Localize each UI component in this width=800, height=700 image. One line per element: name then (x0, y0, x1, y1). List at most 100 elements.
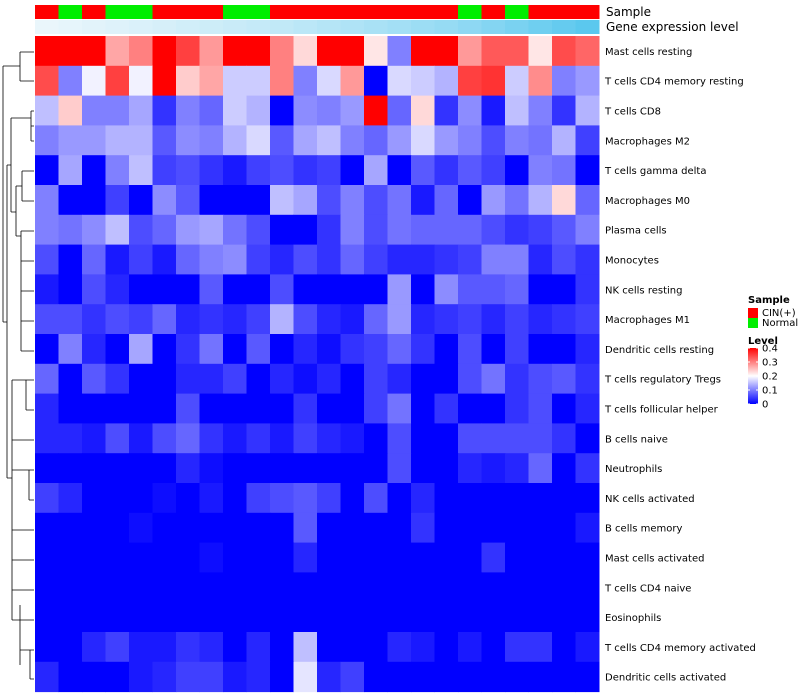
heatmap-cell (575, 483, 600, 514)
heatmap-cell (552, 483, 576, 514)
heatmap-cell (458, 65, 482, 97)
heatmap-cell (481, 125, 506, 156)
heatmap-cell (340, 214, 365, 246)
heatmap-cell (387, 423, 412, 454)
heatmap-cell (575, 36, 600, 67)
heatmap-cell (575, 155, 600, 186)
heatmap-cell (411, 453, 435, 484)
heatmap-cell (58, 602, 83, 633)
heatmap-cell (35, 185, 59, 216)
heatmap-cell (105, 95, 130, 126)
heatmap-cell (481, 334, 506, 365)
sample-annotation-cell (364, 5, 388, 19)
heatmap-cell (434, 65, 459, 97)
heatmap-cell (528, 632, 553, 663)
heatmap-cell (411, 304, 435, 335)
sample-annotation-cell (481, 5, 506, 19)
expression-level-annotation-cell (481, 20, 506, 34)
heatmap-cell (270, 483, 294, 514)
heatmap-cell (105, 453, 130, 484)
expression-level-annotation-cell (105, 20, 130, 34)
heatmap-cell (223, 512, 247, 544)
heatmap-cell (411, 632, 435, 663)
heatmap-cell (105, 155, 130, 186)
heatmap-cell (270, 661, 294, 693)
heatmap-cell (270, 572, 294, 603)
sample-annotation-cell (552, 5, 576, 19)
heatmap-cell (35, 572, 59, 603)
heatmap-cell (105, 542, 130, 573)
heatmap-cell (293, 304, 318, 335)
heatmap-cell (434, 155, 459, 186)
heatmap-cell (505, 512, 529, 544)
heatmap-cell (223, 155, 247, 186)
expression-level-annotation-cell (387, 20, 412, 34)
heatmap-cell (223, 423, 247, 454)
heatmap-cell (387, 214, 412, 246)
heatmap-cell (364, 214, 388, 246)
heatmap-cell (505, 423, 529, 454)
heatmap-cell (199, 661, 224, 693)
heatmap-cell (505, 125, 529, 156)
heatmap-cell (505, 95, 529, 126)
heatmap-cell (270, 244, 294, 275)
row-label: T cells follicular helper (604, 405, 719, 416)
heatmap-cell (411, 393, 435, 424)
level-legend-tick-label: 0.1 (762, 386, 778, 397)
heatmap-cell (434, 572, 459, 603)
heatmap-cell (528, 512, 553, 544)
heatmap-cell (270, 423, 294, 454)
heatmap-cell (458, 125, 482, 156)
heatmap-cell (458, 423, 482, 454)
heatmap-cell (411, 214, 435, 246)
heatmap-cell (199, 185, 224, 216)
heatmap-cell (411, 363, 435, 395)
heatmap-cell (528, 214, 553, 246)
heatmap-cell (458, 393, 482, 424)
heatmap-cell (152, 65, 177, 97)
row-label: Neutrophils (605, 464, 662, 475)
heatmap-cell (387, 274, 412, 305)
heatmap-cell (199, 214, 224, 246)
row-label: Macrophages M2 (605, 136, 690, 147)
heatmap-cell (434, 334, 459, 365)
heatmap-cell (434, 36, 459, 67)
heatmap-cell (129, 214, 153, 246)
heatmap-cell (246, 214, 271, 246)
heatmap-cell (481, 632, 506, 663)
heatmap-cell (505, 274, 529, 305)
heatmap-cell (575, 453, 600, 484)
heatmap-cell (82, 155, 106, 186)
heatmap-cell (105, 244, 130, 275)
heatmap-cell (340, 244, 365, 275)
heatmap-cell (505, 214, 529, 246)
heatmap-cell (270, 274, 294, 305)
heatmap-cell (552, 214, 576, 246)
heatmap-cell (270, 65, 294, 97)
heatmap-cell (223, 572, 247, 603)
heatmap-cell (105, 602, 130, 633)
heatmap-cell (458, 185, 482, 216)
heatmap-cell (317, 602, 341, 633)
heatmap-cell (575, 185, 600, 216)
heatmap-cell (481, 155, 506, 186)
row-label: T cells CD4 naive (604, 583, 691, 594)
heatmap-cell (199, 274, 224, 305)
heatmap-cell (387, 36, 412, 67)
heatmap-cell (199, 393, 224, 424)
heatmap-cell (528, 483, 553, 514)
heatmap-cell (387, 155, 412, 186)
heatmap-cell (340, 125, 365, 156)
heatmap-cell (364, 65, 388, 97)
heatmap-cell (35, 304, 59, 335)
heatmap-cell (246, 393, 271, 424)
heatmap-cell (552, 393, 576, 424)
row-label: Macrophages M0 (605, 196, 690, 207)
sample-annotation-cell (105, 5, 130, 19)
heatmap-cell (364, 274, 388, 305)
heatmap-cell (411, 274, 435, 305)
heatmap-cell (293, 155, 318, 186)
heatmap-cell (528, 65, 553, 97)
heatmap-cell (176, 393, 200, 424)
sample-annotation-bar (35, 5, 600, 19)
